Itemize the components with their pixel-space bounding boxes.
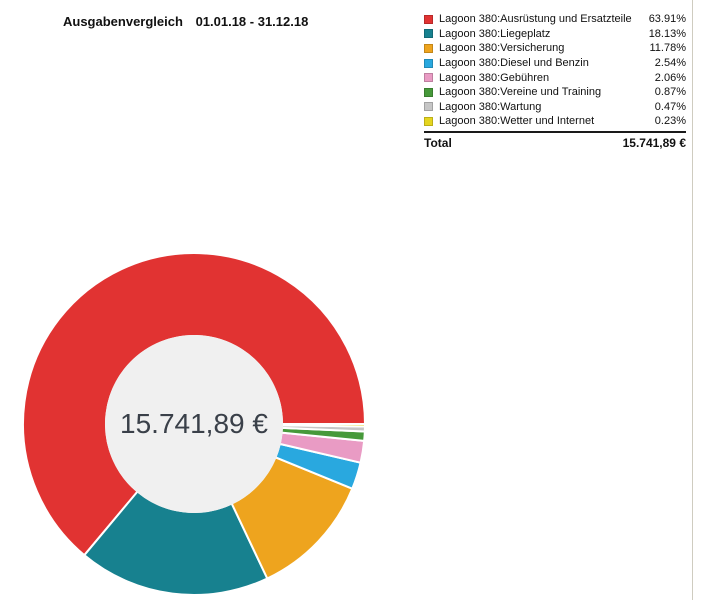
legend-label: Lagoon 380:Wetter und Internet [439, 115, 595, 128]
donut-chart: 15.741,89 € [20, 250, 368, 598]
legend-label: Lagoon 380:Gebühren [439, 71, 550, 84]
legend-percent: 0.87% [654, 86, 686, 99]
legend-row[interactable]: Lagoon 380:Versicherung 11.78% [424, 41, 686, 56]
legend-row[interactable]: Lagoon 380:Gebühren 2.06% [424, 70, 686, 85]
legend-row[interactable]: Lagoon 380:Wetter und Internet 0.23% [424, 114, 686, 129]
legend-label: Lagoon 380:Versicherung [439, 42, 565, 55]
legend-total-value: 15.741,89 € [622, 135, 686, 150]
legend-row[interactable]: Lagoon 380:Vereine und Training 0.87% [424, 85, 686, 100]
legend-percent: 0.23% [654, 115, 686, 128]
legend-label: Lagoon 380:Liegeplatz [439, 27, 551, 40]
page-title: Ausgabenvergleich [63, 14, 183, 29]
legend-label: Lagoon 380:Ausrüstung und Ersatzteile [439, 13, 632, 26]
legend-label: Lagoon 380:Vereine und Training [439, 86, 602, 99]
legend-color-swatch [424, 29, 433, 39]
legend-color-swatch [424, 43, 433, 53]
legend-label: Lagoon 380:Wartung [439, 100, 542, 113]
panel-divider [692, 0, 693, 600]
report-title-row: Ausgabenvergleich 01.01.18 - 31.12.18 [63, 14, 308, 29]
legend-row[interactable]: Lagoon 380:Liegeplatz 18.13% [424, 27, 686, 42]
legend-percent: 2.06% [654, 71, 686, 84]
legend-percent: 2.54% [654, 57, 686, 70]
donut-hole [105, 335, 283, 513]
legend-row[interactable]: Lagoon 380:Wartung 0.47% [424, 100, 686, 115]
pie-slice-8[interactable] [280, 423, 366, 428]
legend-percent: 18.13% [648, 27, 686, 40]
report-period: 01.01.18 - 31.12.18 [195, 14, 309, 29]
legend-percent: 0.47% [654, 100, 686, 113]
legend-color-swatch [424, 14, 433, 24]
legend-color-swatch [424, 87, 433, 97]
legend-total-label: Total [424, 135, 452, 150]
legend-color-swatch [424, 116, 433, 126]
legend-row[interactable]: Lagoon 380:Diesel und Benzin 2.54% [424, 56, 686, 71]
legend-color-swatch [424, 58, 433, 68]
donut-chart-svg [22, 251, 366, 596]
legend-label: Lagoon 380:Diesel und Benzin [439, 57, 589, 70]
legend-color-swatch [424, 73, 433, 83]
legend-percent: 11.78% [649, 42, 687, 55]
legend-total-row: Total 15.741,89 € [424, 130, 686, 150]
legend-percent: 63.91% [648, 13, 686, 26]
legend: Lagoon 380:Ausrüstung und Ersatzteile 63.… [424, 12, 686, 150]
legend-row[interactable]: Lagoon 380:Ausrüstung und Ersatzteile 63.… [424, 12, 686, 27]
legend-color-swatch [424, 102, 433, 112]
legend-rows: Lagoon 380:Ausrüstung und Ersatzteile 63.… [424, 12, 686, 129]
